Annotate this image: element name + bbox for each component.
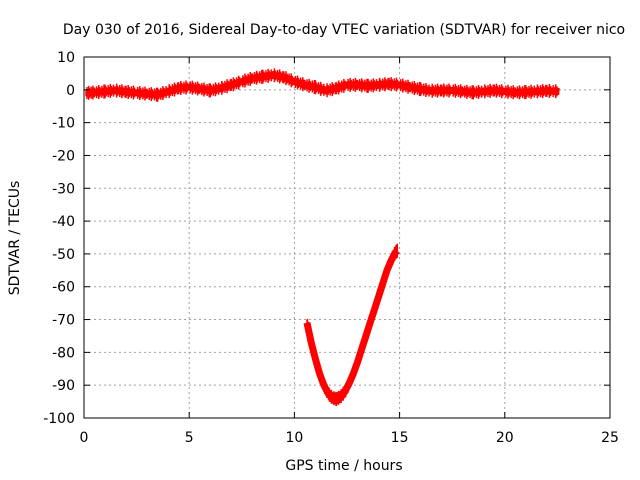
x-tick-label: 15: [391, 430, 409, 446]
y-tick-label: -40: [52, 214, 75, 230]
x-tick-label: 20: [496, 430, 514, 446]
x-tick-label: 25: [601, 430, 619, 446]
x-axis-title: GPS time / hours: [285, 458, 402, 474]
y-tick-label: -50: [52, 247, 75, 263]
x-tick-labels: 0 5 10 15 20 25: [80, 430, 619, 446]
x-tick-label: 0: [80, 430, 89, 446]
plot-frame: [83, 56, 611, 419]
grid-lines: [84, 57, 610, 418]
data-series: [85, 68, 560, 406]
y-tick-label: -100: [43, 411, 75, 427]
y-tick-label: 10: [57, 50, 75, 66]
y-tick-label: 0: [66, 83, 75, 99]
y-tick-label: -10: [52, 116, 75, 132]
y-tick-label: -20: [52, 148, 75, 164]
y-tick-label: -30: [52, 181, 75, 197]
axis-ticks: [83, 56, 611, 419]
x-tick-label: 5: [185, 430, 194, 446]
y-tick-labels: 10 0 -10 -20 -30 -40 -50 -60 -70 -80 -90 -100: [43, 50, 75, 427]
y-tick-label: -60: [52, 280, 75, 296]
y-tick-label: -80: [52, 345, 75, 361]
y-axis-title: SDTVAR / TECUs: [7, 181, 23, 296]
chart-title: Day 030 of 2016, Sidereal Day-to-day VTE…: [63, 22, 625, 38]
y-tick-label: -70: [52, 313, 75, 329]
x-tick-label: 10: [285, 430, 303, 446]
y-tick-label: -90: [52, 378, 75, 394]
